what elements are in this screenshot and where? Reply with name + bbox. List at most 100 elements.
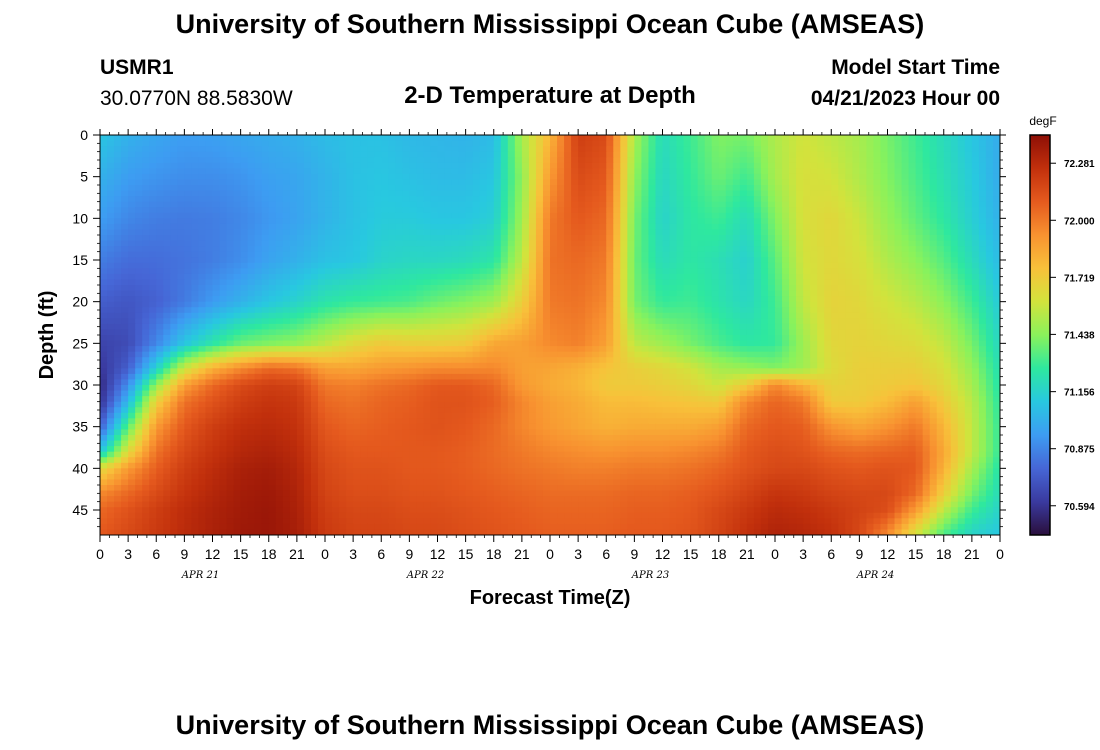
heatmap-cell <box>978 301 987 308</box>
heatmap-cell <box>507 301 516 308</box>
heatmap-cell <box>831 157 839 164</box>
heatmap-cell <box>296 135 305 142</box>
heatmap-cell <box>887 346 896 353</box>
heatmap-cell <box>114 268 122 275</box>
heatmap-cell <box>753 135 762 142</box>
heatmap-cell <box>599 335 607 342</box>
heatmap-cell <box>395 223 403 231</box>
heatmap-cell <box>557 279 565 286</box>
heatmap-cell <box>149 301 157 308</box>
heatmap-cell <box>177 157 185 164</box>
heatmap-cell <box>451 162 460 169</box>
heatmap-cell <box>676 146 685 153</box>
heatmap-cell <box>915 135 924 142</box>
heatmap-cell <box>775 146 783 153</box>
heatmap-cell <box>507 140 516 147</box>
heatmap-cell <box>796 135 804 142</box>
heatmap-cell <box>929 162 938 169</box>
heatmap-cell <box>971 318 980 325</box>
heatmap-cell <box>922 151 931 158</box>
heatmap-cell <box>135 318 143 325</box>
heatmap-cell <box>550 207 558 214</box>
heatmap-cell <box>957 251 966 258</box>
heatmap-cell <box>507 246 516 253</box>
heatmap-cell <box>479 290 488 297</box>
heatmap-cell <box>240 196 249 203</box>
heatmap-cell <box>542 235 551 242</box>
heatmap-cell <box>824 229 832 236</box>
heatmap-cell <box>325 257 333 264</box>
heatmap-cell <box>859 229 868 236</box>
heatmap-cell <box>170 173 178 181</box>
heatmap-cell <box>289 235 298 242</box>
heatmap-cell <box>683 173 692 181</box>
heatmap-cell <box>528 229 537 236</box>
heatmap-cell <box>957 323 966 331</box>
heatmap-cell <box>796 185 804 192</box>
heatmap-cell <box>613 207 621 214</box>
heatmap-cell <box>992 290 1000 297</box>
heatmap-cell <box>817 340 825 347</box>
heatmap-cell <box>247 235 256 242</box>
heatmap-cell <box>894 162 903 169</box>
heatmap-cell <box>360 273 368 281</box>
heatmap-cell <box>493 223 502 231</box>
heatmap-cell <box>613 173 621 181</box>
heatmap-cell <box>711 185 720 192</box>
heatmap-cell <box>648 290 657 297</box>
heatmap-cell <box>810 218 818 225</box>
heatmap-cell <box>395 273 403 281</box>
heatmap-cell <box>107 262 115 269</box>
heatmap-cell <box>226 218 235 225</box>
heatmap-cell <box>725 190 734 197</box>
heatmap-cell <box>929 251 938 258</box>
heatmap-cell <box>964 346 973 353</box>
heatmap-cell <box>486 140 495 147</box>
heatmap-cell <box>887 190 896 197</box>
heatmap-cell <box>894 207 903 214</box>
heatmap-cell <box>964 201 973 208</box>
heatmap-cell <box>381 340 389 347</box>
heatmap-cell <box>859 223 868 231</box>
heatmap-cell <box>374 140 382 147</box>
heatmap-cell <box>641 151 650 158</box>
heatmap-cell <box>718 135 727 142</box>
heatmap-cell <box>627 312 635 319</box>
heatmap-cell <box>198 329 207 336</box>
heatmap-cell <box>500 318 509 325</box>
heatmap-cell <box>233 346 242 353</box>
heatmap-cell <box>655 146 664 153</box>
heatmap-cell <box>613 240 621 247</box>
heatmap-cell <box>739 279 748 286</box>
heatmap-cell <box>978 218 987 225</box>
heatmap-cell <box>114 307 122 314</box>
heatmap-cell <box>395 329 403 336</box>
heatmap-cell <box>409 285 418 292</box>
heatmap-cell <box>718 140 727 147</box>
heatmap-cell <box>641 162 650 169</box>
heatmap-cell <box>163 218 171 225</box>
heatmap-cell <box>430 251 439 258</box>
heatmap-cell <box>212 329 221 336</box>
heatmap-cell <box>662 318 671 325</box>
heatmap-cell <box>275 223 284 231</box>
heatmap-cell <box>859 307 868 314</box>
heatmap-cell <box>676 318 685 325</box>
heatmap-cell <box>985 346 994 353</box>
heatmap-cell <box>261 207 270 214</box>
heatmap-cell <box>325 329 333 336</box>
heatmap-cell <box>367 235 375 242</box>
heatmap-cell <box>592 179 600 186</box>
heatmap-cell <box>261 235 270 242</box>
heatmap-cell <box>486 173 495 181</box>
heatmap-cell <box>915 201 924 208</box>
heatmap-cell <box>191 168 200 175</box>
heatmap-cell <box>542 312 551 319</box>
heatmap-cell <box>683 218 692 225</box>
heatmap-cell <box>486 346 495 353</box>
heatmap-cell <box>149 135 157 142</box>
heatmap-cell <box>149 207 157 214</box>
heatmap-cell <box>191 223 200 231</box>
heatmap-cell <box>170 162 178 169</box>
heatmap-cell <box>732 340 741 347</box>
